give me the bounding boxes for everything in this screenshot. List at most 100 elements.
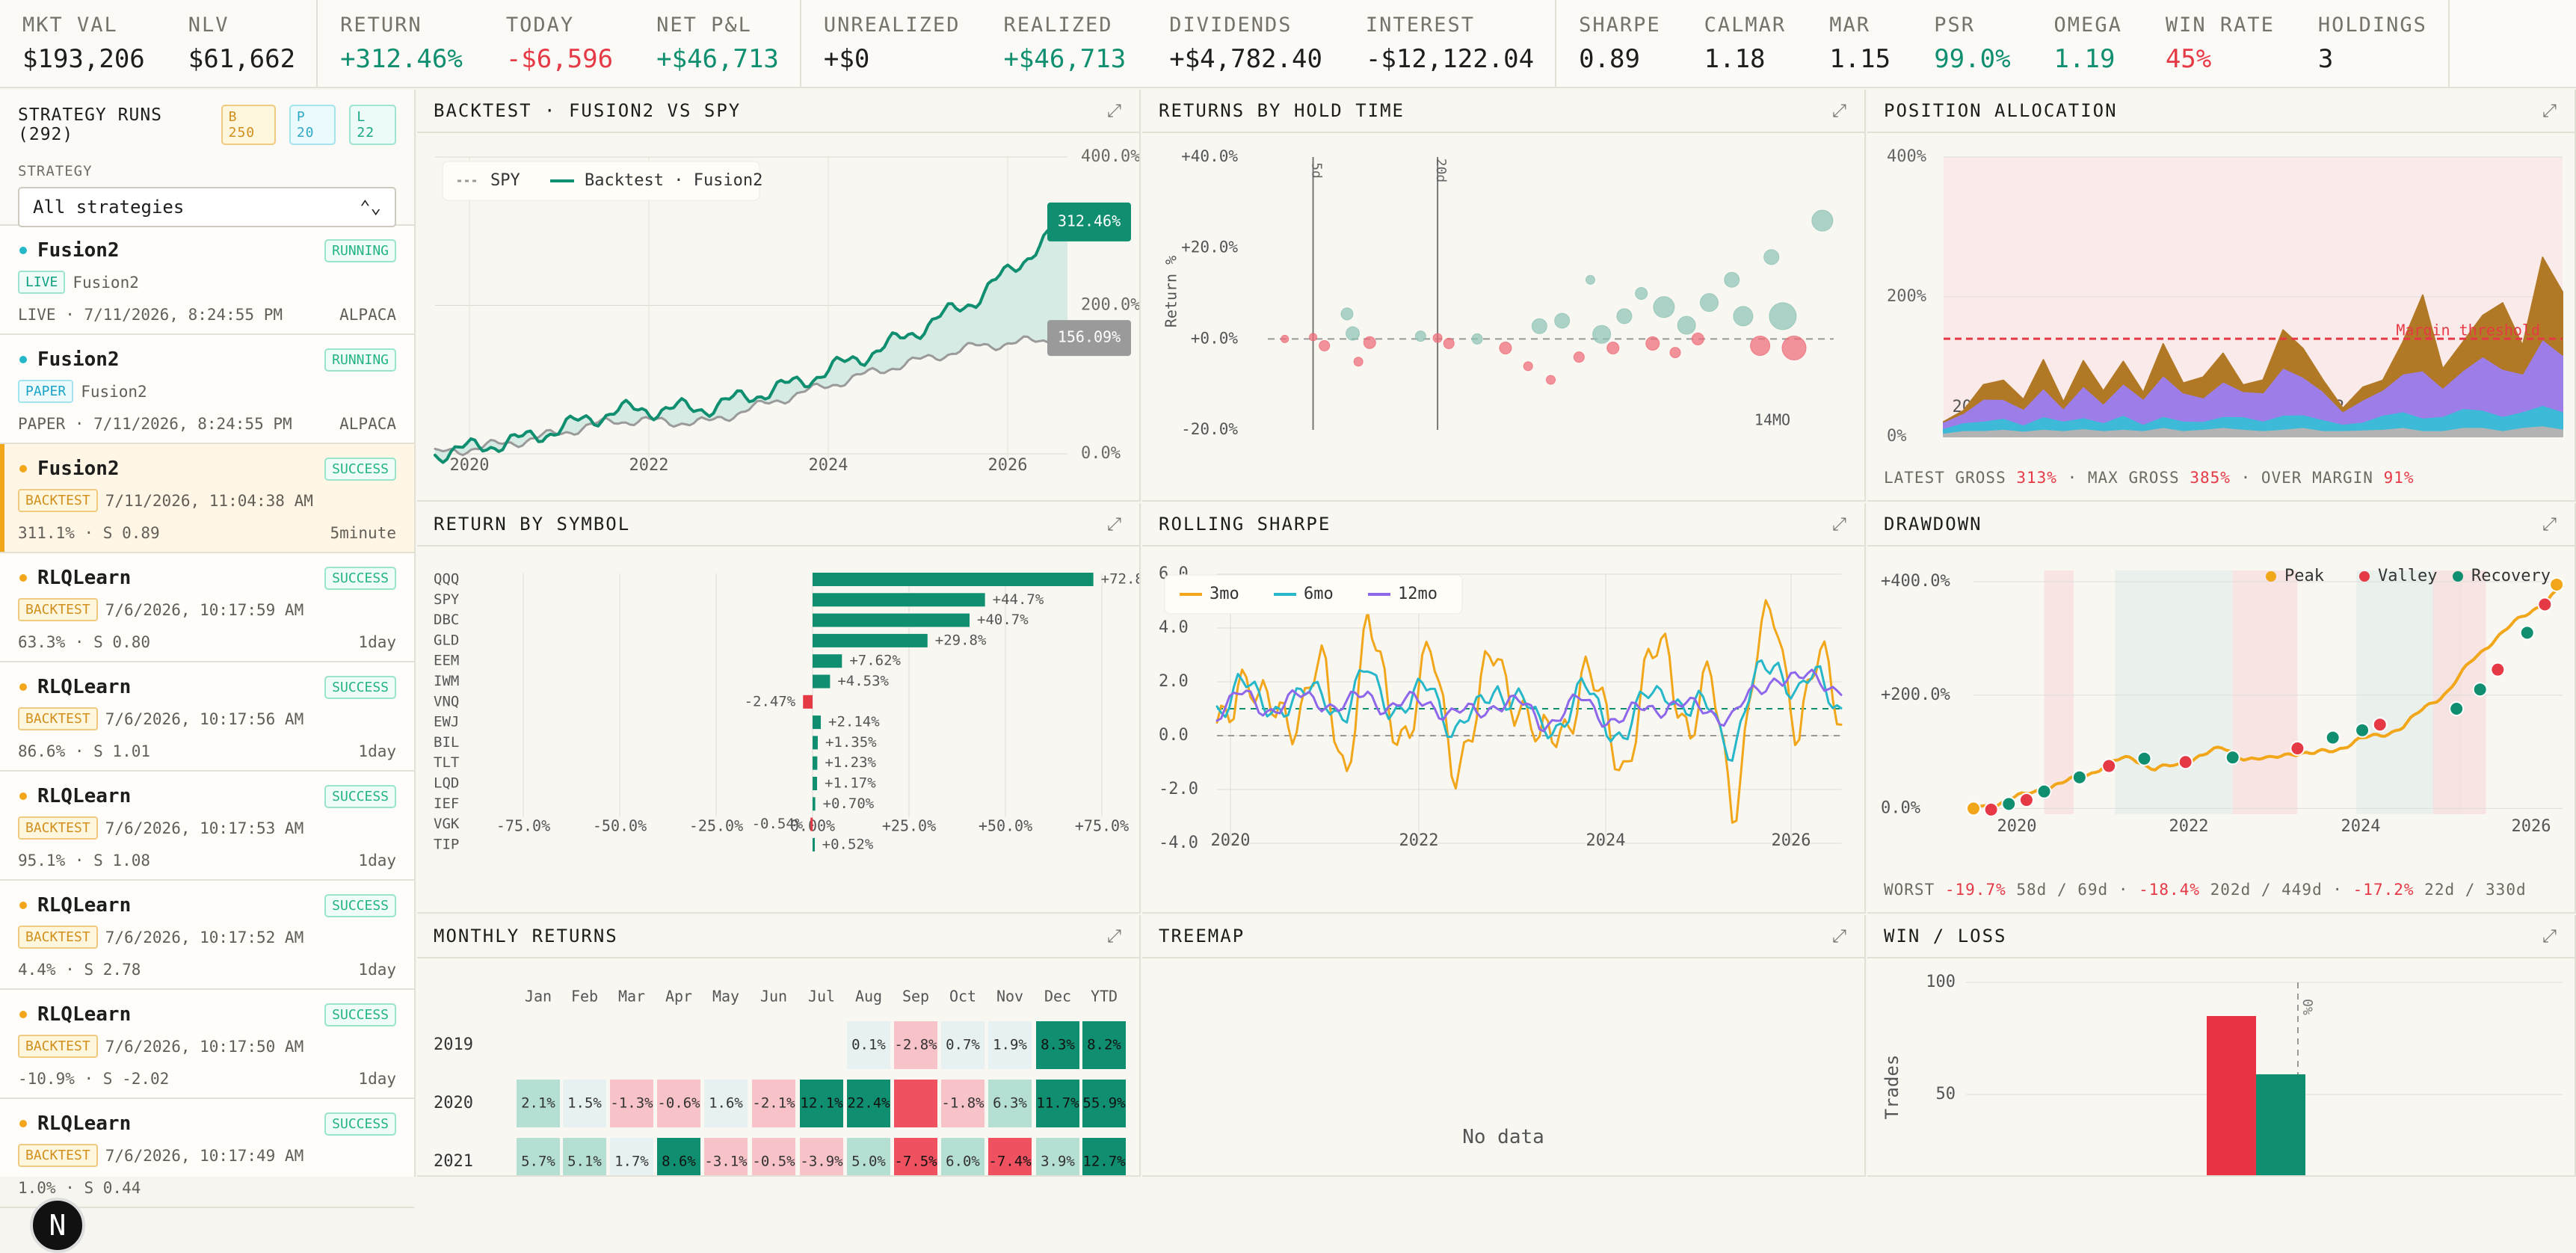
strategy-run-item[interactable]: Fusion2 RUNNING PAPER Fusion2 PAPER · 7/1… (0, 335, 414, 444)
expand-icon[interactable]: ⤢ (2542, 926, 2558, 946)
strategy-run-item[interactable]: RLQLearn SUCCESS BACKTEST 7/6/2026, 10:17… (0, 553, 414, 662)
month-header: Mar (618, 988, 645, 1006)
heatmap-cell (847, 1138, 890, 1175)
run-subtitle-row: BACKTEST 7/6/2026, 10:17:59 AM (18, 598, 396, 621)
expand-icon[interactable]: ⤢ (1831, 514, 1848, 535)
panel-header: TREEMAP ⤢ (1142, 915, 1864, 958)
metric-label: PSR (1934, 13, 1975, 37)
expand-icon[interactable]: ⤢ (1106, 926, 1123, 946)
strategy-run-item[interactable]: RLQLearn SUCCESS BACKTEST 7/6/2026, 10:17… (0, 772, 414, 881)
heatmap-value: 5.7% (521, 1154, 555, 1170)
metric-label: DIVIDENDS (1169, 13, 1292, 37)
expand-icon[interactable]: ⤢ (1831, 926, 1848, 946)
run-provider: ALPACA (339, 415, 396, 433)
expand-icon[interactable]: ⤢ (2542, 514, 2558, 535)
heatmap-value: 6.3% (993, 1095, 1027, 1112)
metric-today: TODAY -$6,596 (484, 0, 634, 87)
trade-point (1585, 274, 1595, 285)
metric-value: +$46,713 (1003, 44, 1127, 74)
legend-marker (2266, 571, 2276, 582)
metric-value: -$12,122.04 (1365, 44, 1535, 74)
symbol-return-label: +72.8% (1101, 571, 1141, 588)
fusion2-series-line (434, 218, 1069, 464)
metric-interest: INTEREST -$12,122.04 (1343, 0, 1555, 87)
run-meta: 311.1% · S 0.89 (18, 524, 160, 542)
month-header: Jun (760, 988, 787, 1006)
symbol-label: SPY (434, 591, 460, 608)
rolling-sharpe-line (1215, 659, 1843, 763)
run-status-badge: SUCCESS (324, 567, 396, 590)
heatmap-value: 5.1% (567, 1154, 602, 1170)
metric-value: 3 (2317, 44, 2334, 74)
footer-value: 385% (2190, 469, 2231, 487)
run-name: Fusion2 (37, 348, 120, 371)
heatmap-value: 12.7% (1082, 1154, 1126, 1170)
x-tick-label: 5d (1309, 162, 1325, 179)
x-tick-label: -50.0% (593, 817, 647, 835)
drawdown-event-marker (2355, 722, 2370, 738)
symbol-label: EWJ (434, 714, 459, 730)
run-subtitle: Fusion2 (81, 382, 147, 401)
expand-icon[interactable]: ⤢ (1106, 514, 1123, 535)
run-name: RLQLearn (37, 1112, 132, 1135)
symbol-return-bar (813, 654, 842, 668)
rolling-sharpe-line (1215, 668, 1843, 733)
strategy-run-item[interactable]: Fusion2 RUNNING LIVE Fusion2 LIVE · 7/11/… (0, 226, 414, 335)
symbol-return-bar (813, 756, 818, 770)
month-header: Sep (902, 988, 929, 1006)
strategy-run-item[interactable]: RLQLearn SUCCESS BACKTEST 7/6/2026, 10:17… (0, 1099, 414, 1208)
drawdown-period-band (2115, 570, 2233, 814)
metric-label: WIN RATE (2165, 13, 2275, 37)
expand-icon[interactable]: ⤢ (1106, 100, 1123, 121)
footer-value: -17.2% (2352, 881, 2415, 899)
performance-metrics-group: RETURN +312.46% TODAY -$6,596 NET P&L +$46,… (318, 0, 801, 87)
run-name: RLQLearn (37, 894, 132, 917)
backtest-count-pill[interactable]: B 250 (221, 105, 276, 145)
paper-count-pill[interactable]: P 20 (289, 105, 336, 145)
month-header: Aug (855, 988, 882, 1006)
drawdown-event-marker (2472, 682, 2488, 698)
metric-value: 1.15 (1829, 44, 1891, 74)
expand-icon[interactable]: ⤢ (2542, 100, 2558, 121)
run-type-tag: BACKTEST (18, 816, 98, 840)
allocation-footer: LATEST GROSS 313% · MAX GROSS 385% · OVE… (1884, 469, 2415, 487)
heatmap-value: 8.2% (1087, 1037, 1121, 1053)
footer-value: -19.7% (1944, 881, 2006, 899)
symbol-return-bar (813, 736, 818, 750)
drawdown-footer: WORST -19.7% 58d / 69d · -18.4% 202d / 4… (1884, 881, 2527, 899)
run-subtitle-row: BACKTEST 7/6/2026, 10:17:50 AM (18, 1035, 396, 1058)
heatmap-value: 0.1% (851, 1037, 886, 1053)
heatmap-cell (800, 1138, 843, 1175)
strategy-run-item[interactable]: RLQLearn SUCCESS BACKTEST 7/6/2026, 10:17… (0, 662, 414, 772)
run-type-tag: BACKTEST (18, 1035, 98, 1058)
live-count-pill[interactable]: L 22 (349, 105, 396, 145)
heatmap-value: 8.6% (662, 1154, 696, 1170)
strategy-run-item[interactable]: RLQLearn SUCCESS BACKTEST 7/6/2026, 10:17… (0, 990, 414, 1099)
run-meta: 1.0% · S 0.44 (18, 1179, 141, 1197)
strategy-select[interactable]: All strategies ⌃⌄ (18, 187, 396, 227)
x-tick-label: 2024 (809, 456, 848, 475)
y-tick-label: 400.0% (1081, 147, 1140, 166)
month-header: May (712, 988, 739, 1006)
run-name: Fusion2 (37, 458, 120, 480)
run-provider: ALPACA (339, 306, 396, 324)
run-subtitle-row: BACKTEST 7/6/2026, 10:17:49 AM (18, 1144, 396, 1167)
expand-icon[interactable]: ⤢ (1831, 100, 1848, 121)
trade-point (1677, 315, 1696, 335)
y-axis-label: Return % (1162, 256, 1180, 327)
y-tick-label: 200% (1887, 287, 1926, 306)
month-header: Jul (808, 988, 835, 1006)
risk-metrics-group: SHARPE 0.89 CALMAR 1.18 MAR 1.15 PSR 99.0% O… (1556, 0, 2450, 87)
run-status-dot (19, 1011, 27, 1018)
drawdown-event-marker (2449, 701, 2465, 716)
run-subtitle-row: LIVE Fusion2 (18, 271, 396, 294)
winloss-title: WIN / LOSS (1884, 926, 2007, 946)
x-tick-label: 2024 (1586, 831, 1626, 850)
floating-n-button[interactable]: N (30, 1198, 85, 1253)
strategy-run-item[interactable]: RLQLearn SUCCESS BACKTEST 7/6/2026, 10:17… (0, 881, 414, 990)
metric-nlv: NLV $61,662 (166, 0, 316, 87)
metric-mar: MAR 1.15 (1807, 0, 1911, 87)
drawdown-event-marker (2036, 783, 2052, 799)
trade-point (1750, 335, 1771, 356)
strategy-run-item[interactable]: Fusion2 SUCCESS BACKTEST 7/11/2026, 11:04… (0, 444, 414, 553)
